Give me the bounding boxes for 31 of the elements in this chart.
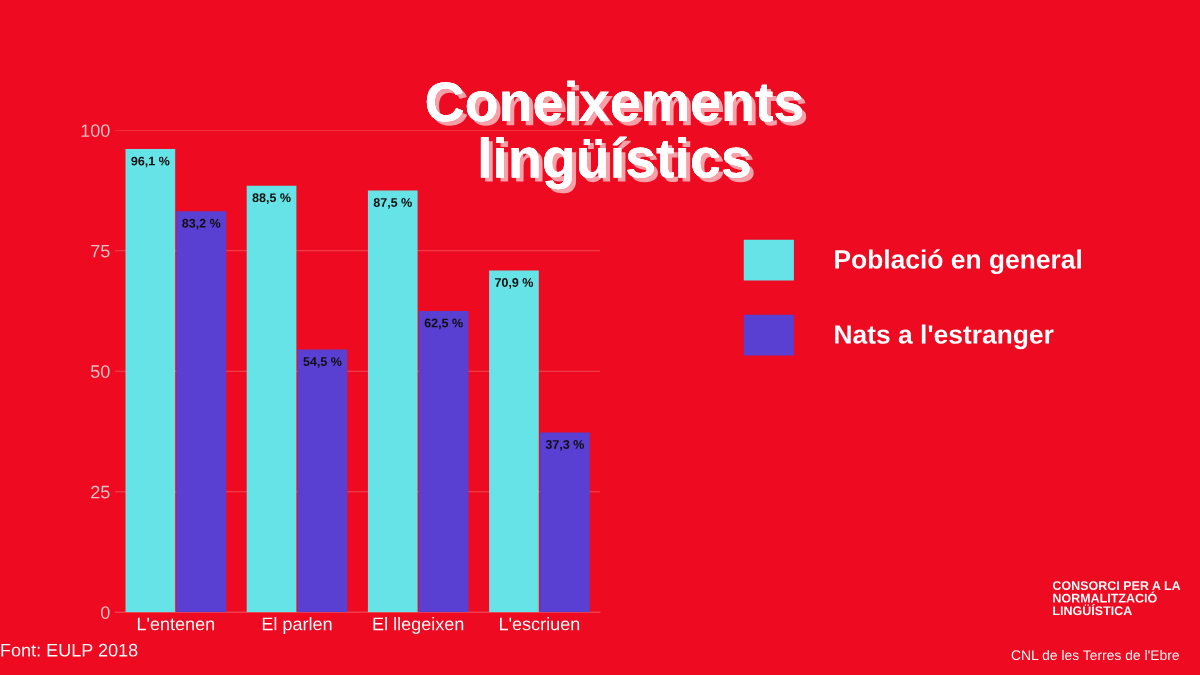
y-tick-label: 50: [90, 365, 110, 378]
bar: [176, 211, 227, 613]
bar: [489, 270, 539, 613]
legend-label: Nats a l'estranger: [835, 324, 1054, 350]
data-label: 54,5 %: [303, 357, 342, 368]
y-tick-label: 100: [81, 124, 110, 137]
x-tick-label: L'entenen: [137, 617, 215, 631]
bar: [297, 349, 348, 613]
chart-title: Coneixements lingüístics: [426, 80, 807, 194]
bar: [540, 432, 590, 613]
data-label: 96,1 %: [131, 156, 170, 168]
x-tick-label: L'escriuen: [500, 617, 580, 631]
text: CONSORCI PER A LA NORMALITZACIÓ LINGÜÍSTICA: [1052, 581, 1181, 616]
bar: [418, 311, 469, 613]
text: Font: EULP 2018: [1, 643, 138, 657]
x-tick-label: El llegeixen: [373, 617, 464, 634]
y-tick-label: 0: [101, 606, 110, 619]
text: CNL de les Terres de l'Ebre: [1011, 649, 1179, 661]
bar: [125, 149, 176, 613]
data-label: 83,2 %: [182, 218, 221, 230]
data-label: 62,5 %: [424, 318, 463, 330]
y-tick-label: 25: [91, 485, 110, 499]
x-tick-label: El parlen: [262, 617, 332, 634]
data-label: 87,5 %: [373, 198, 412, 209]
bar: [246, 185, 297, 613]
y-tick-label: 75: [91, 244, 110, 258]
data-label: 37,3 %: [545, 440, 584, 451]
legend-label: Població en general: [835, 249, 1081, 275]
data-label: 70,9 %: [495, 278, 534, 289]
data-label: 88,5 %: [252, 193, 291, 204]
bar: [367, 190, 418, 613]
